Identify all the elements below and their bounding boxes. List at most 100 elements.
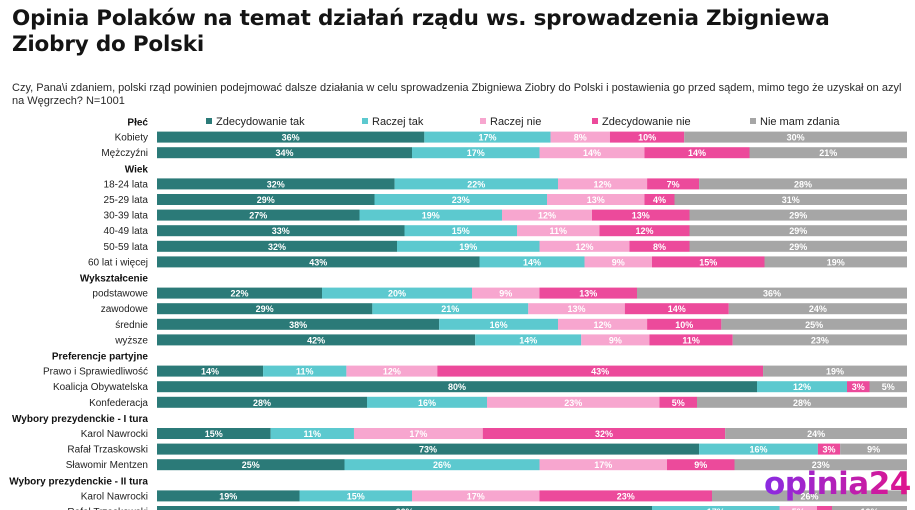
data-label: 17% bbox=[707, 507, 725, 510]
bar-segment bbox=[157, 365, 264, 377]
bar-segment bbox=[359, 209, 502, 221]
data-label: 11% bbox=[296, 367, 314, 377]
bar-segment bbox=[847, 381, 870, 393]
bar-segment bbox=[869, 381, 907, 393]
bar-segment bbox=[404, 225, 517, 237]
bar-segment bbox=[502, 209, 592, 221]
data-label: 13% bbox=[632, 211, 650, 221]
data-label: 9% bbox=[609, 335, 622, 345]
bar-segment bbox=[397, 240, 540, 252]
row-label: Sławomir Mentzen bbox=[66, 460, 148, 471]
data-label: 4% bbox=[653, 195, 666, 205]
data-label: 24% bbox=[807, 429, 825, 439]
data-label: 23% bbox=[617, 491, 635, 501]
data-label: 21% bbox=[819, 148, 837, 158]
bar-segment bbox=[599, 225, 690, 237]
bar-segment bbox=[689, 209, 907, 221]
row-label: 25-29 lata bbox=[104, 195, 149, 206]
bar-segment bbox=[667, 459, 735, 471]
bar-segment bbox=[412, 490, 540, 502]
data-label: 23% bbox=[811, 335, 829, 345]
legend-label-4: Zdecydowanie nie bbox=[602, 116, 691, 128]
data-label: 43% bbox=[309, 257, 327, 267]
bar-segment bbox=[592, 209, 690, 221]
bar-segment bbox=[840, 443, 907, 455]
data-label: 19% bbox=[422, 211, 440, 221]
data-label: 12% bbox=[793, 382, 811, 392]
bar-segment bbox=[539, 490, 712, 502]
row-label: średnie bbox=[115, 320, 148, 331]
data-label: 12% bbox=[575, 242, 593, 252]
data-label: 29% bbox=[257, 195, 275, 205]
legend-swatch-5 bbox=[750, 118, 756, 124]
bar-segment bbox=[344, 459, 540, 471]
bar-segment bbox=[689, 225, 907, 237]
data-label: 16% bbox=[418, 398, 436, 408]
bar-segment bbox=[437, 365, 764, 377]
bar-segment bbox=[157, 506, 652, 510]
bar-segment bbox=[699, 178, 907, 190]
data-label: 80% bbox=[448, 382, 466, 392]
legend-label-3: Raczej nie bbox=[490, 116, 541, 128]
data-label: 17% bbox=[467, 491, 485, 501]
data-label: 14% bbox=[583, 148, 601, 158]
data-label: 28% bbox=[793, 398, 811, 408]
data-label: 32% bbox=[595, 429, 613, 439]
bar-segment bbox=[749, 147, 907, 159]
bar-segment bbox=[779, 506, 817, 510]
group-label: Preferencje partyjne bbox=[52, 352, 149, 363]
bar-segment bbox=[817, 443, 841, 455]
bar-segment bbox=[157, 443, 700, 455]
bar-segment bbox=[157, 396, 367, 408]
bar-segment bbox=[732, 334, 907, 346]
data-label: 14% bbox=[523, 257, 541, 267]
bar-segment bbox=[372, 303, 529, 315]
data-label: 9% bbox=[499, 289, 512, 299]
data-label: 29% bbox=[789, 242, 807, 252]
legend-label-2: Raczej tak bbox=[372, 116, 424, 128]
data-label: 10% bbox=[675, 320, 693, 330]
data-label: 24% bbox=[809, 304, 827, 314]
bar-segment bbox=[157, 256, 480, 268]
bar-segment bbox=[629, 240, 690, 252]
data-label: 31% bbox=[782, 195, 800, 205]
bar-segment bbox=[684, 131, 907, 143]
bar-segment bbox=[424, 131, 551, 143]
bar-segment bbox=[528, 303, 625, 315]
bar-segment bbox=[374, 194, 547, 205]
data-label: 14% bbox=[201, 367, 219, 377]
bar-segment bbox=[652, 506, 780, 510]
data-label: 20% bbox=[388, 289, 406, 299]
legend-swatch-4 bbox=[592, 118, 598, 124]
data-label: 9% bbox=[867, 445, 880, 455]
opinia24-logo: opinia24 bbox=[764, 464, 911, 504]
row-label: 30-39 lata bbox=[104, 211, 149, 222]
data-label: 15% bbox=[347, 491, 365, 501]
data-label: 36% bbox=[282, 133, 300, 143]
bar-segment bbox=[624, 303, 729, 315]
bar-segment bbox=[550, 131, 610, 143]
row-label: 50-59 lata bbox=[104, 242, 149, 253]
data-label: 27% bbox=[249, 211, 267, 221]
data-label: 19% bbox=[826, 367, 844, 377]
legend-swatch-1 bbox=[206, 118, 212, 124]
bar-segment bbox=[482, 428, 726, 439]
data-label: 19% bbox=[459, 242, 477, 252]
data-label: 25% bbox=[805, 320, 823, 330]
data-label: 11% bbox=[304, 429, 322, 439]
bar-segment bbox=[157, 318, 440, 330]
bar-segment bbox=[557, 178, 648, 190]
bar-segment bbox=[644, 147, 750, 159]
data-label: 9% bbox=[694, 460, 707, 470]
row-label: 60 lat i więcej bbox=[88, 257, 148, 268]
data-label: 66% bbox=[395, 507, 413, 510]
group-label: Wiek bbox=[125, 164, 149, 175]
bar-segment bbox=[394, 178, 558, 190]
group-label: Płeć bbox=[127, 118, 148, 129]
brand-name: opinia24 bbox=[764, 466, 911, 502]
bar-segment bbox=[647, 178, 700, 190]
data-label: 26% bbox=[800, 491, 818, 501]
bar-segment bbox=[539, 240, 630, 252]
bar-segment bbox=[539, 459, 667, 471]
data-label: 16% bbox=[749, 445, 767, 455]
